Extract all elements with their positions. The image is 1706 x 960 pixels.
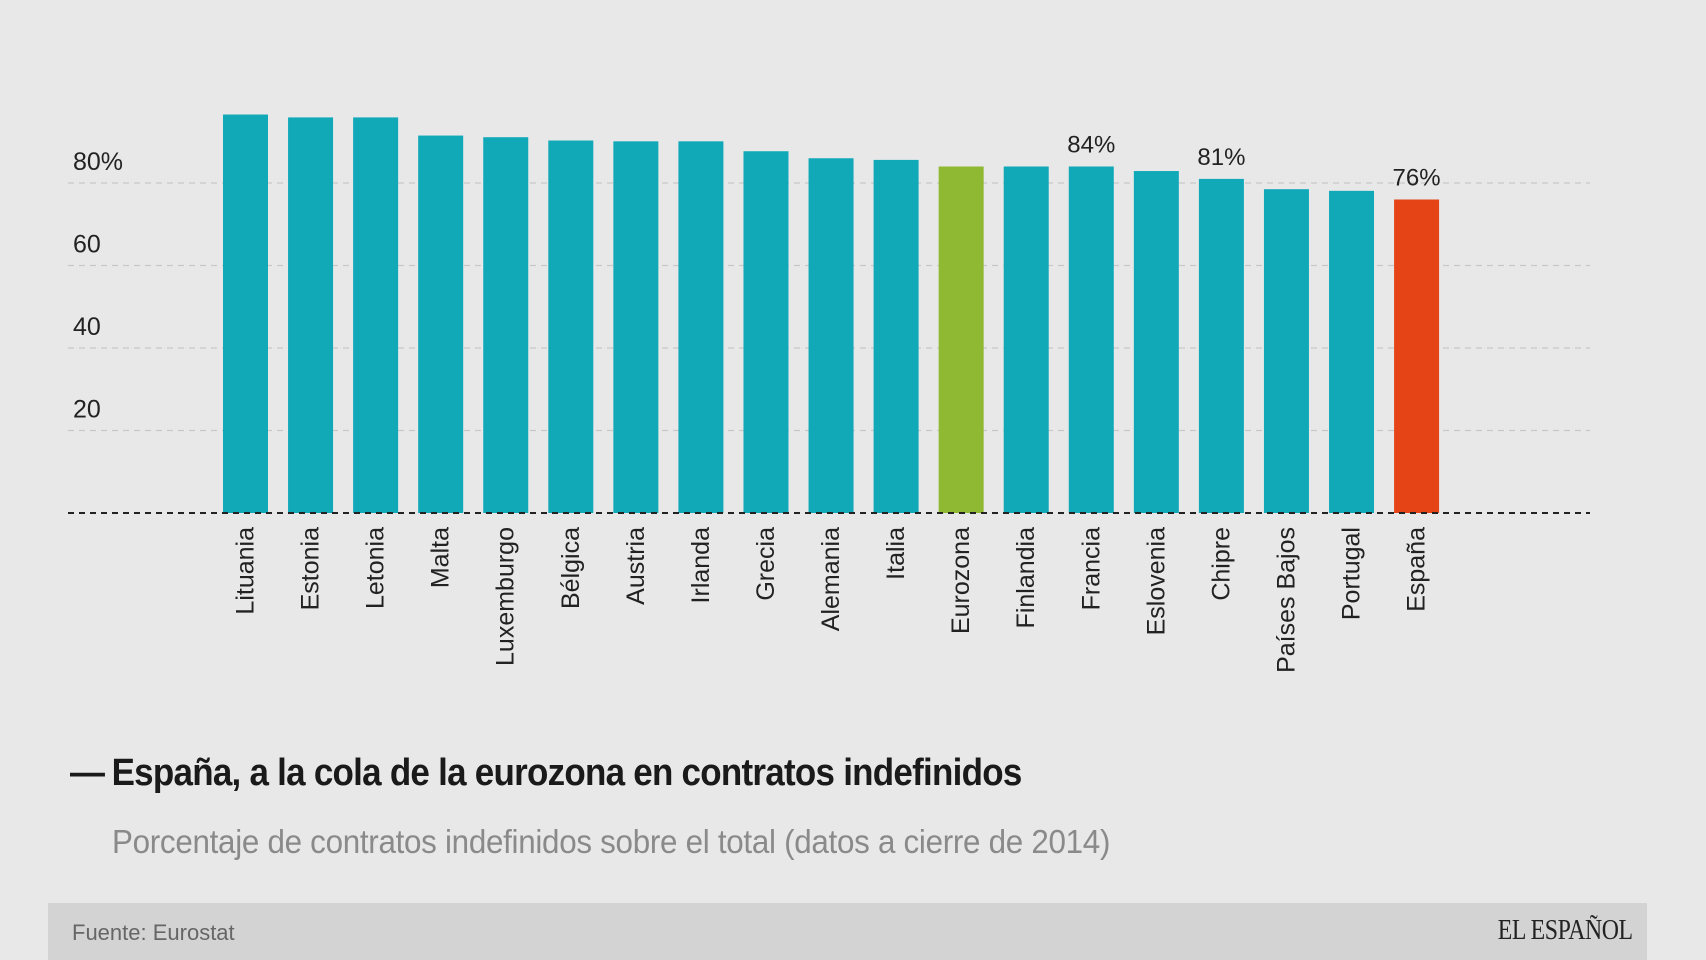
brand-logo: EL ESPAÑOL <box>1498 915 1633 946</box>
bar-letonia <box>353 117 399 513</box>
bars <box>223 114 1440 514</box>
y-axis-ticks: 20 40 60 80% <box>73 148 123 424</box>
title-text: España, a la cola de la eurozona en cont… <box>111 752 1023 794</box>
bar-austria <box>613 141 659 513</box>
bar-irlanda <box>678 141 724 513</box>
bar-alemania <box>808 158 854 513</box>
x-tick-label: Eslovenia <box>1142 527 1170 635</box>
x-tick-label: Alemania <box>817 527 845 631</box>
data-label: 76% <box>1393 165 1441 192</box>
x-tick-label: Países Bajos <box>1272 527 1300 673</box>
x-tick-label: Luxemburgo <box>492 527 520 666</box>
x-tick-label: Estonia <box>297 527 325 610</box>
chart-subtitle: Porcentaje de contratos indefinidos sobr… <box>112 823 1111 860</box>
x-tick-label: Malta <box>427 527 455 588</box>
bar-bélgica <box>548 140 594 513</box>
bar-luxemburgo <box>483 137 529 513</box>
bar-países-bajos <box>1263 189 1309 513</box>
x-axis-ticks: Lituania Estonia Letonia Malta Luxemburgo Bél… <box>232 527 1431 673</box>
x-tick-label: Grecia <box>752 527 780 601</box>
x-tick-label: Portugal <box>1338 527 1366 620</box>
y-tick-label: 60 <box>73 231 101 259</box>
x-tick-label: Austria <box>622 527 650 605</box>
y-tick-label: 40 <box>73 313 101 341</box>
bar-eurozona <box>938 166 984 513</box>
x-tick-label: Eurozona <box>947 527 975 634</box>
data-label: 81% <box>1197 144 1245 171</box>
x-tick-label: España <box>1403 527 1431 612</box>
source-note: Fuente: Eurostat <box>72 920 235 945</box>
bar-chart: 20 40 60 80% 84% 81% 76% Lituania Estonia Leton… <box>68 114 1590 673</box>
x-tick-label: Francia <box>1077 527 1105 610</box>
title-dash: — <box>70 752 105 794</box>
x-tick-label: Chipre <box>1207 527 1235 601</box>
bar-italia <box>873 159 919 513</box>
bar-españa <box>1394 199 1440 513</box>
y-tick-label: 20 <box>73 396 101 424</box>
bar-eslovenia <box>1133 171 1179 513</box>
data-labels: 84% 81% 76% <box>1067 132 1440 192</box>
footer-band: Fuente: Eurostat EL ESPAÑOL <box>48 903 1647 960</box>
x-tick-label: Irlanda <box>687 527 715 604</box>
bar-chipre <box>1198 178 1244 513</box>
bar-grecia <box>743 151 789 514</box>
x-tick-label: Bélgica <box>557 527 585 609</box>
y-tick-label: 80% <box>73 148 123 176</box>
x-tick-label: Letonia <box>362 527 390 609</box>
x-tick-label: Italia <box>882 527 910 580</box>
x-tick-label: Lituania <box>232 527 260 615</box>
bar-portugal <box>1329 190 1375 513</box>
x-tick-label: Finlandia <box>1012 527 1040 629</box>
bar-finlandia <box>1003 166 1049 513</box>
chart-title: — España, a la cola de la eurozona en con… <box>70 752 1022 795</box>
data-label: 84% <box>1067 132 1115 159</box>
bar-lituania <box>223 114 268 514</box>
bar-malta <box>418 135 464 513</box>
bar-estonia <box>288 117 334 513</box>
bar-francia <box>1068 166 1114 513</box>
